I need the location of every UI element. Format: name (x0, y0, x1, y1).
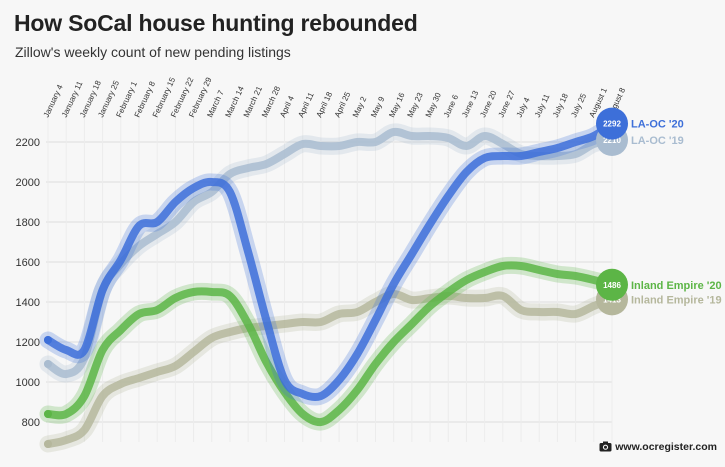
x-tick-label: June 13 (460, 89, 480, 119)
end-marker-ie20: 1486 Inland Empire '20 (596, 268, 722, 301)
x-tick-label: June 6 (442, 93, 461, 119)
y-axis-labels: 800 1000 1200 1400 1600 1800 2000 2200 (16, 137, 40, 429)
end-value-la20: 2292 (603, 120, 621, 129)
x-tick-label: April 18 (315, 90, 335, 119)
chart-subtitle: Zillow's weekly count of new pending lis… (15, 44, 291, 60)
end-bubble-la20 (596, 107, 628, 140)
x-tick-label: May 9 (369, 95, 387, 119)
series-layer (39, 115, 621, 453)
series-ie19 (39, 285, 621, 453)
credit-line: www.ocregister.com (599, 441, 717, 455)
series-start-point-la19 (44, 360, 52, 368)
y-tick-label: 1000 (16, 377, 40, 389)
y-tick-label: 1400 (16, 297, 40, 309)
y-tick-label: 1800 (16, 217, 40, 229)
x-tick-label: May 2 (351, 95, 369, 119)
x-tick-label: June 27 (496, 89, 516, 119)
camera-icon (599, 441, 612, 455)
x-tick-label: July 25 (569, 92, 588, 119)
series-start-point-ie19 (44, 440, 52, 448)
series-start-point-ie20 (44, 410, 52, 418)
series-label-la20: LA-OC '20 (631, 119, 684, 131)
x-tick-label: July 11 (533, 92, 552, 119)
end-bubble-ie20 (596, 268, 628, 301)
series-line-la20 (44, 119, 616, 402)
x-tick-label: April 11 (296, 90, 316, 118)
credit-text: www.ocregister.com (615, 441, 717, 453)
series-la20 (39, 115, 621, 406)
end-marker-la20: 2292 LA-OC '20 (596, 107, 684, 140)
end-value-ie20: 1486 (603, 281, 621, 290)
series-label-ie19: Inland Empire '19 (631, 294, 722, 306)
series-label-la19: LA-OC '19 (631, 135, 684, 147)
series-line-ie19 (44, 290, 616, 448)
y-tick-label: 1200 (16, 337, 40, 349)
x-tick-label: April 4 (278, 94, 296, 119)
series-ie20 (39, 256, 621, 431)
x-tick-label: May 16 (387, 91, 406, 119)
x-tick-label: July 4 (515, 96, 532, 119)
series-start-point-la20 (44, 336, 52, 344)
x-tick-label: May 30 (424, 91, 443, 119)
y-tick-label: 2000 (16, 177, 40, 189)
series-label-ie20: Inland Empire '20 (631, 280, 722, 292)
y-tick-label: 800 (22, 417, 40, 429)
x-tick-label: April 25 (333, 90, 353, 119)
x-tick-label: June 20 (478, 89, 498, 119)
x-tick-label: May 23 (406, 91, 425, 119)
y-tick-label: 2200 (16, 137, 40, 149)
end-value-la19: 2210 (603, 136, 621, 145)
y-tick-label: 1600 (16, 257, 40, 269)
chart-title: How SoCal house hunting rebounded (14, 10, 418, 36)
series-line-ie20 (44, 261, 616, 427)
x-tick-label: July 18 (551, 92, 570, 119)
